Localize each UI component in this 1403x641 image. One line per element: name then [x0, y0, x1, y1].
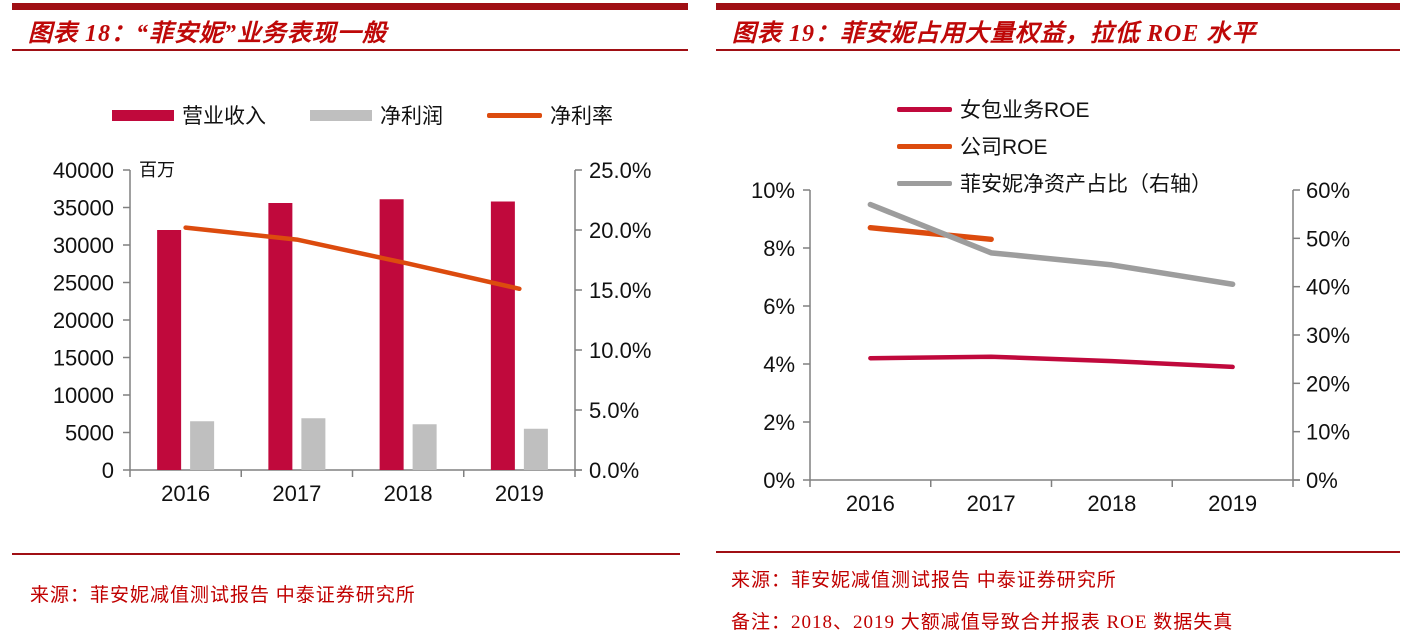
net-profit-bar-2016: [190, 421, 215, 470]
right-title-rule: [716, 49, 1400, 51]
net-profit-bar-2019: [523, 428, 548, 470]
right-axis-tick-label: 25.0%: [589, 158, 651, 183]
right-panel-top-bar: [716, 3, 1400, 10]
net-profit-bar-2017: [301, 418, 326, 470]
revenue-bar-2018: [379, 199, 404, 470]
legend-item-net-margin: 净利率: [487, 100, 613, 130]
net-margin-legend-label: 净利率: [550, 105, 613, 128]
right-axis-tick-label: 50%: [1306, 226, 1350, 251]
right-chart-source: 来源：菲安妮减值测试报告 中泰证券研究所: [731, 570, 1117, 591]
fion-net-asset-share-line: [867, 201, 1236, 287]
net-profit-bar-2018: [412, 424, 437, 470]
left-panel-top-bar: [12, 3, 688, 10]
left-title-rule: [12, 49, 688, 51]
left-axis-tick-label: 5000: [65, 421, 114, 446]
left-axis-tick-label: 40000: [53, 158, 114, 183]
net-asset-share-legend-label: 菲安妮净资产占比（右轴）: [960, 173, 1212, 196]
right-axis-tick-label: 60%: [1306, 178, 1350, 203]
left-axis-tick-label: 0: [102, 458, 114, 483]
left-axis-tick-label: 15000: [53, 346, 114, 371]
left-bottom-rule: [12, 553, 680, 555]
right-axis-tick-label: 15.0%: [589, 278, 651, 303]
left-axis-tick-label: 20000: [53, 308, 114, 333]
company-roe-legend-swatch: [897, 143, 952, 149]
net-asset-share-legend-swatch: [897, 180, 952, 186]
revenue-bar-2019: [490, 201, 515, 470]
left-chart-legend: 营业收入 净利润 净利率: [112, 100, 613, 130]
right-axis-tick-label: 30%: [1306, 323, 1350, 348]
left-axis-tick-label: 0%: [763, 468, 795, 493]
right-bottom-rule: [716, 551, 1400, 553]
x-axis-label: 2019: [1208, 491, 1257, 516]
legend-item-revenue: 营业收入: [112, 100, 266, 130]
left-axis-tick-label: 4%: [763, 352, 795, 377]
legend-item-net-profit: 净利润: [310, 100, 443, 130]
right-axis-tick-label: 0.0%: [589, 458, 639, 483]
left-axis-tick-label: 25000: [53, 271, 114, 296]
legend-item-net-asset-share: 菲安妮净资产占比（右轴）: [897, 168, 1212, 198]
right-axis-tick-label: 20.0%: [589, 218, 651, 243]
axis-unit-label: 百万: [139, 160, 175, 180]
x-axis-label: 2018: [1087, 491, 1136, 516]
left-chart-title: 图表 18：“菲安妮”业务表现一般: [28, 21, 387, 47]
x-axis-label: 2019: [495, 481, 544, 506]
handbag-roe-line: [868, 354, 1235, 370]
handbag-roe-legend-swatch: [897, 106, 952, 112]
right-axis-tick-label: 40%: [1306, 275, 1350, 300]
revenue-bar-2017: [268, 203, 293, 470]
net-margin-legend-swatch: [487, 112, 542, 118]
net-profit-legend-label: 净利润: [380, 105, 443, 128]
left-axis-tick-label: 6%: [763, 294, 795, 319]
company-roe-line: [867, 224, 994, 243]
legend-item-handbag-roe: 女包业务ROE: [897, 94, 1090, 124]
legend-item-company-roe: 公司ROE: [897, 131, 1048, 161]
x-axis-label: 2018: [384, 481, 433, 506]
net-profit-legend-swatch: [310, 109, 372, 121]
handbag-roe-legend-label: 女包业务ROE: [960, 99, 1090, 122]
net-margin-line: [183, 225, 522, 292]
left-axis-tick-label: 30000: [53, 233, 114, 258]
left-axis-tick-label: 2%: [763, 410, 795, 435]
left-axis-tick-label: 8%: [763, 236, 795, 261]
right-axis-tick-label: 20%: [1306, 371, 1350, 396]
left-axis-tick-label: 35000: [53, 196, 114, 221]
revenue-legend-label: 营业收入: [182, 105, 266, 128]
x-axis-label: 2016: [846, 491, 895, 516]
right-axis-tick-label: 5.0%: [589, 398, 639, 423]
right-axis-tick-label: 10.0%: [589, 338, 651, 363]
right-chart-note: 备注：2018、2019 大额减值导致合并报表 ROE 数据失真: [731, 612, 1234, 633]
x-axis-label: 2017: [272, 481, 321, 506]
right-chart-legend: 女包业务ROE 公司ROE 菲安妮净资产占比（右轴）: [897, 94, 1212, 198]
x-axis-label: 2016: [161, 481, 210, 506]
left-axis-tick-label: 10%: [751, 178, 795, 203]
left-chart-source: 来源：菲安妮减值测试报告 中泰证券研究所: [30, 585, 416, 606]
right-chart-title: 图表 19：菲安妮占用大量权益，拉低 ROE 水平: [732, 21, 1257, 47]
revenue-bar-2016: [157, 230, 182, 470]
right-axis-tick-label: 10%: [1306, 420, 1350, 445]
right-axis-tick-label: 0%: [1306, 468, 1338, 493]
company-roe-legend-label: 公司ROE: [960, 136, 1048, 159]
left-axis-tick-label: 10000: [53, 383, 114, 408]
x-axis-label: 2017: [967, 491, 1016, 516]
revenue-legend-swatch: [112, 109, 174, 121]
